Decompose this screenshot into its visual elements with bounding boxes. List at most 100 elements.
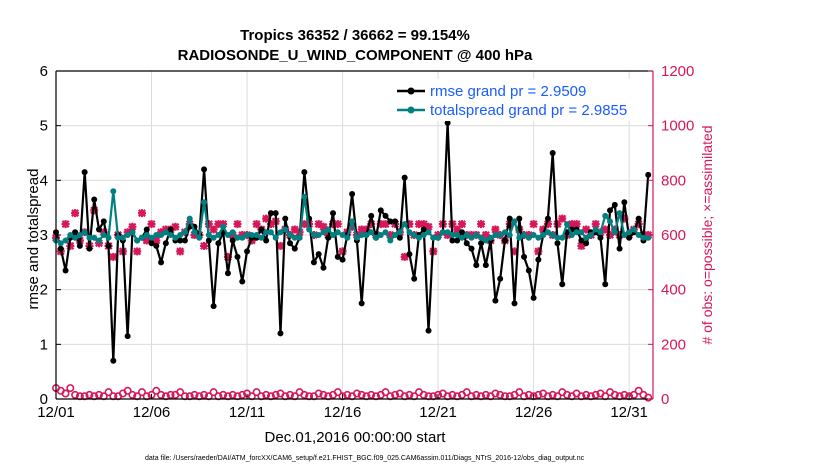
obs-assimilated-marker (558, 214, 567, 223)
rmse-point (392, 218, 399, 225)
obs-possible-marker (515, 388, 524, 397)
spread-point (387, 237, 394, 244)
spread-point (330, 232, 337, 238)
obs-assimilated-marker (223, 252, 232, 261)
rmse-point (645, 171, 652, 178)
obs-assimilated-marker (582, 225, 591, 234)
rmse-point (463, 240, 470, 247)
rmse-point (334, 253, 341, 260)
rmse-point (325, 234, 332, 241)
y-tick-label: 1 (40, 336, 48, 353)
spread-point (607, 218, 614, 225)
spread-point (181, 229, 188, 236)
obs-assimilated-marker (481, 231, 490, 239)
obs-assimilated-marker (200, 241, 209, 250)
spread-point (530, 232, 537, 238)
x-tick-label: 12/21 (419, 404, 457, 421)
x-tick-label: 12/01 (37, 404, 75, 421)
obs-possible-marker (610, 390, 619, 399)
spread-point (100, 232, 107, 238)
rmse-point (406, 251, 413, 258)
rmse-point (449, 237, 456, 244)
obs-possible-marker (137, 388, 146, 397)
obs-assimilated-marker (529, 220, 538, 229)
rmse-point (153, 242, 160, 249)
spread-point (153, 232, 160, 238)
rmse-point (473, 262, 480, 269)
rmse-point (301, 169, 308, 176)
spread-point (358, 232, 365, 238)
obs-possible-marker (123, 386, 132, 395)
obs-possible-marker (534, 390, 543, 399)
spread-point (382, 229, 389, 236)
spread-point (425, 229, 432, 236)
obs-assimilated-marker (405, 220, 414, 229)
obs-possible-marker (228, 390, 237, 399)
spread-point (334, 229, 341, 236)
rmse-point (549, 150, 556, 156)
rmse-point (396, 234, 403, 241)
rmse-point (478, 240, 485, 247)
spread-point (62, 237, 69, 244)
spread-point (138, 234, 145, 241)
spread-point (535, 234, 542, 241)
spread-point (162, 229, 169, 236)
rmse-point (468, 245, 475, 252)
spread-point (368, 229, 375, 236)
obs-possible-marker (481, 390, 490, 399)
obs-assimilated-marker (477, 220, 486, 229)
rmse-point (458, 229, 465, 236)
obs-assimilated-marker (381, 220, 390, 229)
rmse-point (530, 294, 537, 301)
rmse-point (597, 234, 604, 241)
rmse-point (492, 297, 499, 304)
spread-point (158, 232, 165, 238)
x-tick-label: 12/16 (324, 404, 362, 421)
obs-assimilated-marker (634, 220, 643, 229)
y-axis-label: rmse and totalspread (25, 169, 42, 310)
spread-point (420, 232, 427, 238)
y2-tick-label: 400 (661, 282, 686, 299)
y2-axis-label: # of obs: o=possible; ×=assimilated (699, 125, 715, 344)
spread-point (167, 232, 174, 238)
obs-assimilated-marker (357, 225, 366, 234)
obs-assimilated-marker (419, 220, 428, 229)
obs-possible-marker (491, 389, 500, 398)
spread-point (143, 232, 150, 238)
y2-tick-label: 0 (661, 391, 669, 408)
rmse-point (425, 327, 432, 334)
chart-subtitle: RADIOSONDE_U_WIND_COMPONENT @ 400 hPa (178, 47, 533, 64)
spread-point (282, 226, 289, 233)
obs-assimilated-marker (539, 225, 548, 234)
obs-assimilated-marker (620, 214, 629, 223)
spread-point (597, 229, 604, 236)
obs-assimilated-marker (319, 222, 328, 231)
rmse-point (578, 237, 585, 244)
rmse-point (177, 237, 184, 244)
rmse-point (100, 218, 107, 225)
obs-assimilated-marker (276, 241, 285, 250)
spread-point (258, 234, 265, 241)
y2-tick-label: 800 (661, 172, 686, 189)
obs-possible-marker (524, 390, 533, 399)
obs-assimilated-marker (400, 252, 409, 261)
obs-possible-marker (152, 386, 161, 395)
spread-point (191, 229, 198, 236)
spread-point (134, 237, 141, 244)
spread-point (468, 234, 475, 241)
rmse-point (143, 226, 150, 233)
rmse-point (616, 245, 623, 252)
rmse-point (559, 281, 566, 288)
rmse-point (263, 237, 270, 244)
spread-point (263, 229, 270, 236)
spread-point (272, 234, 279, 241)
rmse-point (162, 240, 169, 247)
x-tick-label: 12/26 (515, 404, 553, 421)
obs-possible-marker (563, 390, 572, 399)
obs-assimilated-marker (601, 225, 610, 234)
obs-assimilated-marker (386, 231, 395, 239)
obs-assimilated-marker (290, 225, 299, 234)
obs-assimilated-marker (414, 220, 423, 229)
spread-point (377, 232, 384, 238)
obs-assimilated-marker (176, 247, 185, 256)
